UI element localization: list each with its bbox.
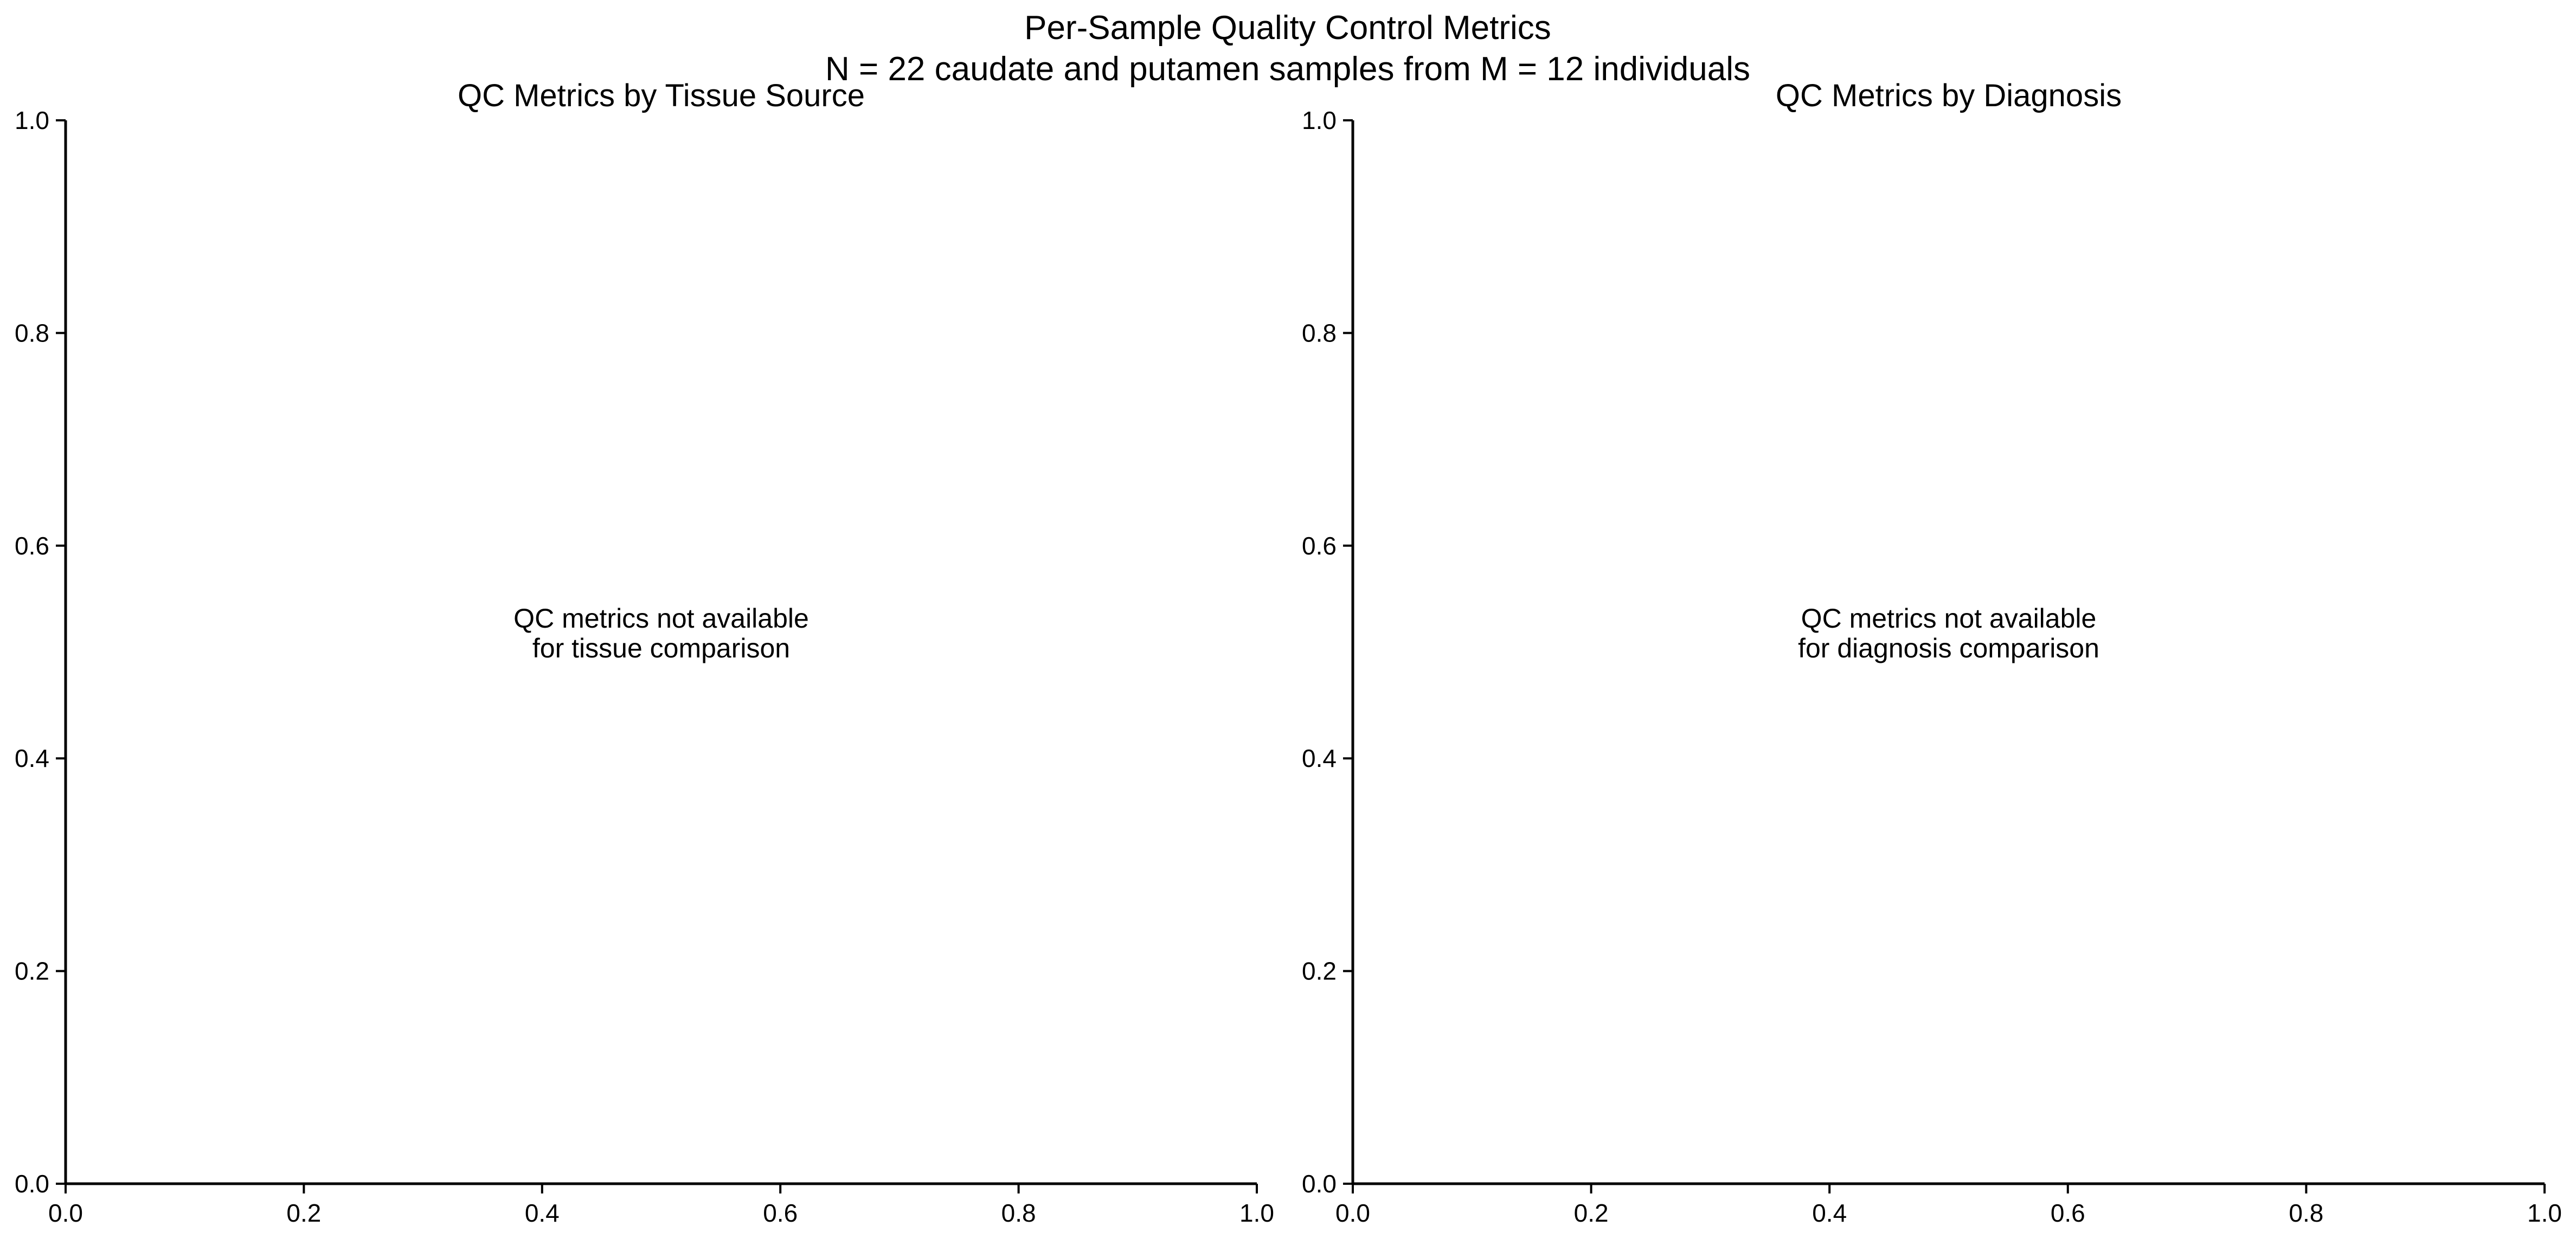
y-tick-label: 0.0 — [1302, 1170, 1337, 1198]
y-tick-label: 0.8 — [15, 319, 49, 347]
y-tick-label: 0.2 — [1302, 957, 1337, 985]
y-tick-label: 0.4 — [1302, 744, 1337, 772]
y-tick-label: 1.0 — [15, 106, 49, 134]
chart-panel-1: QC Metrics by Tissue Source 0.0 0.2 0.4 0.6 0… — [15, 78, 1274, 1227]
x-tick-label: 0.6 — [2051, 1199, 2085, 1227]
x-tick-label: 0.2 — [286, 1199, 321, 1227]
no-data-message-line2: for tissue comparison — [532, 633, 790, 663]
panel-title: QC Metrics by Diagnosis — [1776, 78, 2122, 113]
no-data-message-line1: QC metrics not available — [1801, 603, 2097, 634]
y-tick-label: 0.6 — [1302, 532, 1337, 560]
no-data-message-line1: QC metrics not available — [513, 603, 809, 634]
x-tick-label: 0.8 — [2289, 1199, 2323, 1227]
chart-panels: QC Metrics by Tissue Source 0.0 0.2 0.4 0.6 0… — [15, 78, 2562, 1227]
y-tick-label: 1.0 — [1302, 106, 1337, 134]
x-tick-label: 0.8 — [1001, 1199, 1036, 1227]
no-data-message-line2: for diagnosis comparison — [1798, 633, 2099, 663]
x-tick-label: 0.2 — [1574, 1199, 1609, 1227]
x-tick-label: 1.0 — [1239, 1199, 1274, 1227]
x-tick-label: 0.0 — [48, 1199, 83, 1227]
x-tick-label: 0.0 — [1335, 1199, 1370, 1227]
y-tick-label: 0.8 — [1302, 319, 1337, 347]
y-tick-label: 0.2 — [15, 957, 49, 985]
chart-panel-2: QC Metrics by Diagnosis 0.0 0.2 0.4 0.6 0.8 1.… — [1302, 78, 2562, 1227]
x-tick-label: 0.4 — [525, 1199, 560, 1227]
y-tick-label: 0.4 — [15, 744, 49, 772]
figure-suptitle-line1: Per-Sample Quality Control Metrics — [1024, 9, 1551, 47]
x-tick-label: 0.6 — [763, 1199, 798, 1227]
x-tick-label: 0.4 — [1812, 1199, 1847, 1227]
y-tick-label: 0.6 — [15, 532, 49, 560]
x-tick-label: 1.0 — [2527, 1199, 2562, 1227]
y-tick-label: 0.0 — [15, 1170, 49, 1198]
panel-title: QC Metrics by Tissue Source — [458, 78, 865, 113]
figure-suptitle-line2: N = 22 caudate and putamen samples from … — [825, 50, 1750, 88]
